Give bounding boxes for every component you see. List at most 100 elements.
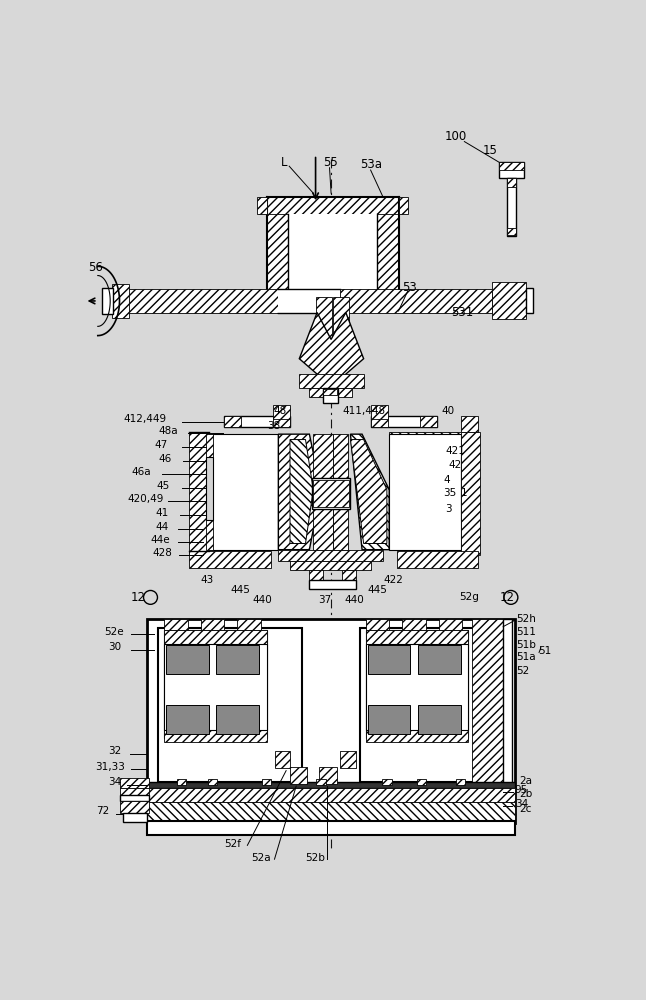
Bar bbox=[399, 197, 408, 214]
Bar bbox=[317, 297, 332, 359]
Bar bbox=[418, 705, 461, 734]
Text: 422: 422 bbox=[383, 575, 403, 585]
Bar bbox=[461, 434, 466, 457]
Bar bbox=[366, 630, 468, 738]
Bar bbox=[165, 728, 267, 742]
Bar bbox=[324, 389, 337, 395]
Text: 47: 47 bbox=[154, 440, 167, 450]
Bar bbox=[340, 289, 492, 312]
Bar bbox=[461, 416, 477, 432]
Text: 2b: 2b bbox=[519, 789, 533, 799]
Text: 30: 30 bbox=[108, 642, 121, 652]
Bar bbox=[120, 795, 149, 801]
Bar bbox=[209, 434, 278, 550]
Text: 44: 44 bbox=[155, 522, 169, 532]
Text: 52b: 52b bbox=[306, 853, 326, 863]
Bar bbox=[461, 520, 466, 550]
Text: 52f: 52f bbox=[224, 839, 241, 849]
Text: 42: 42 bbox=[449, 460, 462, 470]
Bar bbox=[112, 284, 129, 318]
Bar bbox=[417, 779, 426, 785]
Bar bbox=[420, 416, 437, 427]
Bar bbox=[342, 570, 356, 584]
Text: 52g: 52g bbox=[459, 592, 479, 602]
Text: 56: 56 bbox=[89, 261, 103, 274]
Bar bbox=[499, 162, 524, 178]
Text: 45: 45 bbox=[157, 481, 170, 491]
Text: 420,49: 420,49 bbox=[127, 494, 163, 504]
Bar bbox=[262, 779, 271, 785]
Text: 15: 15 bbox=[482, 144, 497, 157]
Text: 411,448: 411,448 bbox=[342, 406, 386, 416]
Text: 3: 3 bbox=[445, 504, 452, 514]
Text: 46a: 46a bbox=[131, 467, 151, 477]
Bar bbox=[333, 297, 349, 359]
Bar bbox=[166, 705, 209, 734]
Bar bbox=[322, 388, 338, 403]
Bar bbox=[258, 197, 267, 214]
Text: 41: 41 bbox=[155, 508, 169, 518]
Bar bbox=[439, 619, 462, 630]
Bar bbox=[377, 197, 399, 297]
Bar bbox=[340, 751, 356, 768]
Bar bbox=[389, 434, 461, 550]
Text: 100: 100 bbox=[445, 130, 467, 143]
Bar bbox=[189, 432, 209, 555]
Text: 51a: 51a bbox=[516, 652, 536, 662]
Bar bbox=[371, 416, 437, 427]
Text: 38: 38 bbox=[267, 421, 280, 431]
Bar bbox=[507, 228, 516, 235]
Bar bbox=[507, 178, 516, 235]
Bar bbox=[499, 162, 524, 170]
Text: 12: 12 bbox=[131, 591, 146, 604]
Text: 48: 48 bbox=[273, 406, 286, 416]
Bar bbox=[526, 288, 532, 312]
Text: 4: 4 bbox=[443, 475, 450, 485]
Bar bbox=[290, 561, 371, 570]
Bar bbox=[206, 520, 213, 550]
Text: 511: 511 bbox=[516, 627, 536, 637]
Bar bbox=[165, 630, 267, 738]
Bar bbox=[120, 788, 149, 795]
Text: 53a: 53a bbox=[360, 158, 382, 171]
Text: 445: 445 bbox=[231, 585, 250, 595]
Bar bbox=[366, 644, 468, 730]
Bar bbox=[278, 550, 383, 561]
Text: 46: 46 bbox=[158, 454, 171, 464]
Bar bbox=[177, 779, 186, 785]
Text: 2c: 2c bbox=[519, 804, 532, 814]
Text: 40: 40 bbox=[441, 406, 454, 416]
Bar bbox=[147, 619, 515, 823]
Text: 31,33: 31,33 bbox=[95, 762, 125, 772]
Bar bbox=[278, 289, 340, 312]
Text: 2a: 2a bbox=[519, 776, 532, 786]
Bar bbox=[147, 782, 515, 788]
Bar bbox=[360, 628, 503, 782]
Text: 51b: 51b bbox=[516, 640, 536, 650]
Bar bbox=[503, 619, 512, 788]
Bar bbox=[472, 619, 503, 788]
Text: 440: 440 bbox=[344, 595, 364, 605]
Bar bbox=[313, 434, 333, 550]
Bar bbox=[456, 779, 465, 785]
Text: 440: 440 bbox=[253, 595, 273, 605]
Bar bbox=[147, 788, 515, 802]
Bar bbox=[237, 619, 260, 630]
Bar bbox=[382, 779, 391, 785]
Bar bbox=[402, 619, 426, 630]
Bar bbox=[206, 457, 213, 520]
Bar bbox=[267, 197, 289, 297]
Text: 35: 35 bbox=[443, 488, 457, 498]
Bar bbox=[366, 728, 468, 742]
Text: 52e: 52e bbox=[104, 627, 123, 637]
Text: 48a: 48a bbox=[158, 426, 178, 436]
Bar bbox=[216, 705, 259, 734]
Bar bbox=[273, 405, 290, 419]
Bar bbox=[309, 570, 324, 584]
Bar bbox=[267, 197, 399, 214]
Text: 421: 421 bbox=[445, 446, 465, 456]
Bar bbox=[123, 813, 147, 822]
Polygon shape bbox=[290, 440, 313, 544]
Bar bbox=[120, 778, 149, 788]
Text: 43: 43 bbox=[201, 575, 214, 585]
